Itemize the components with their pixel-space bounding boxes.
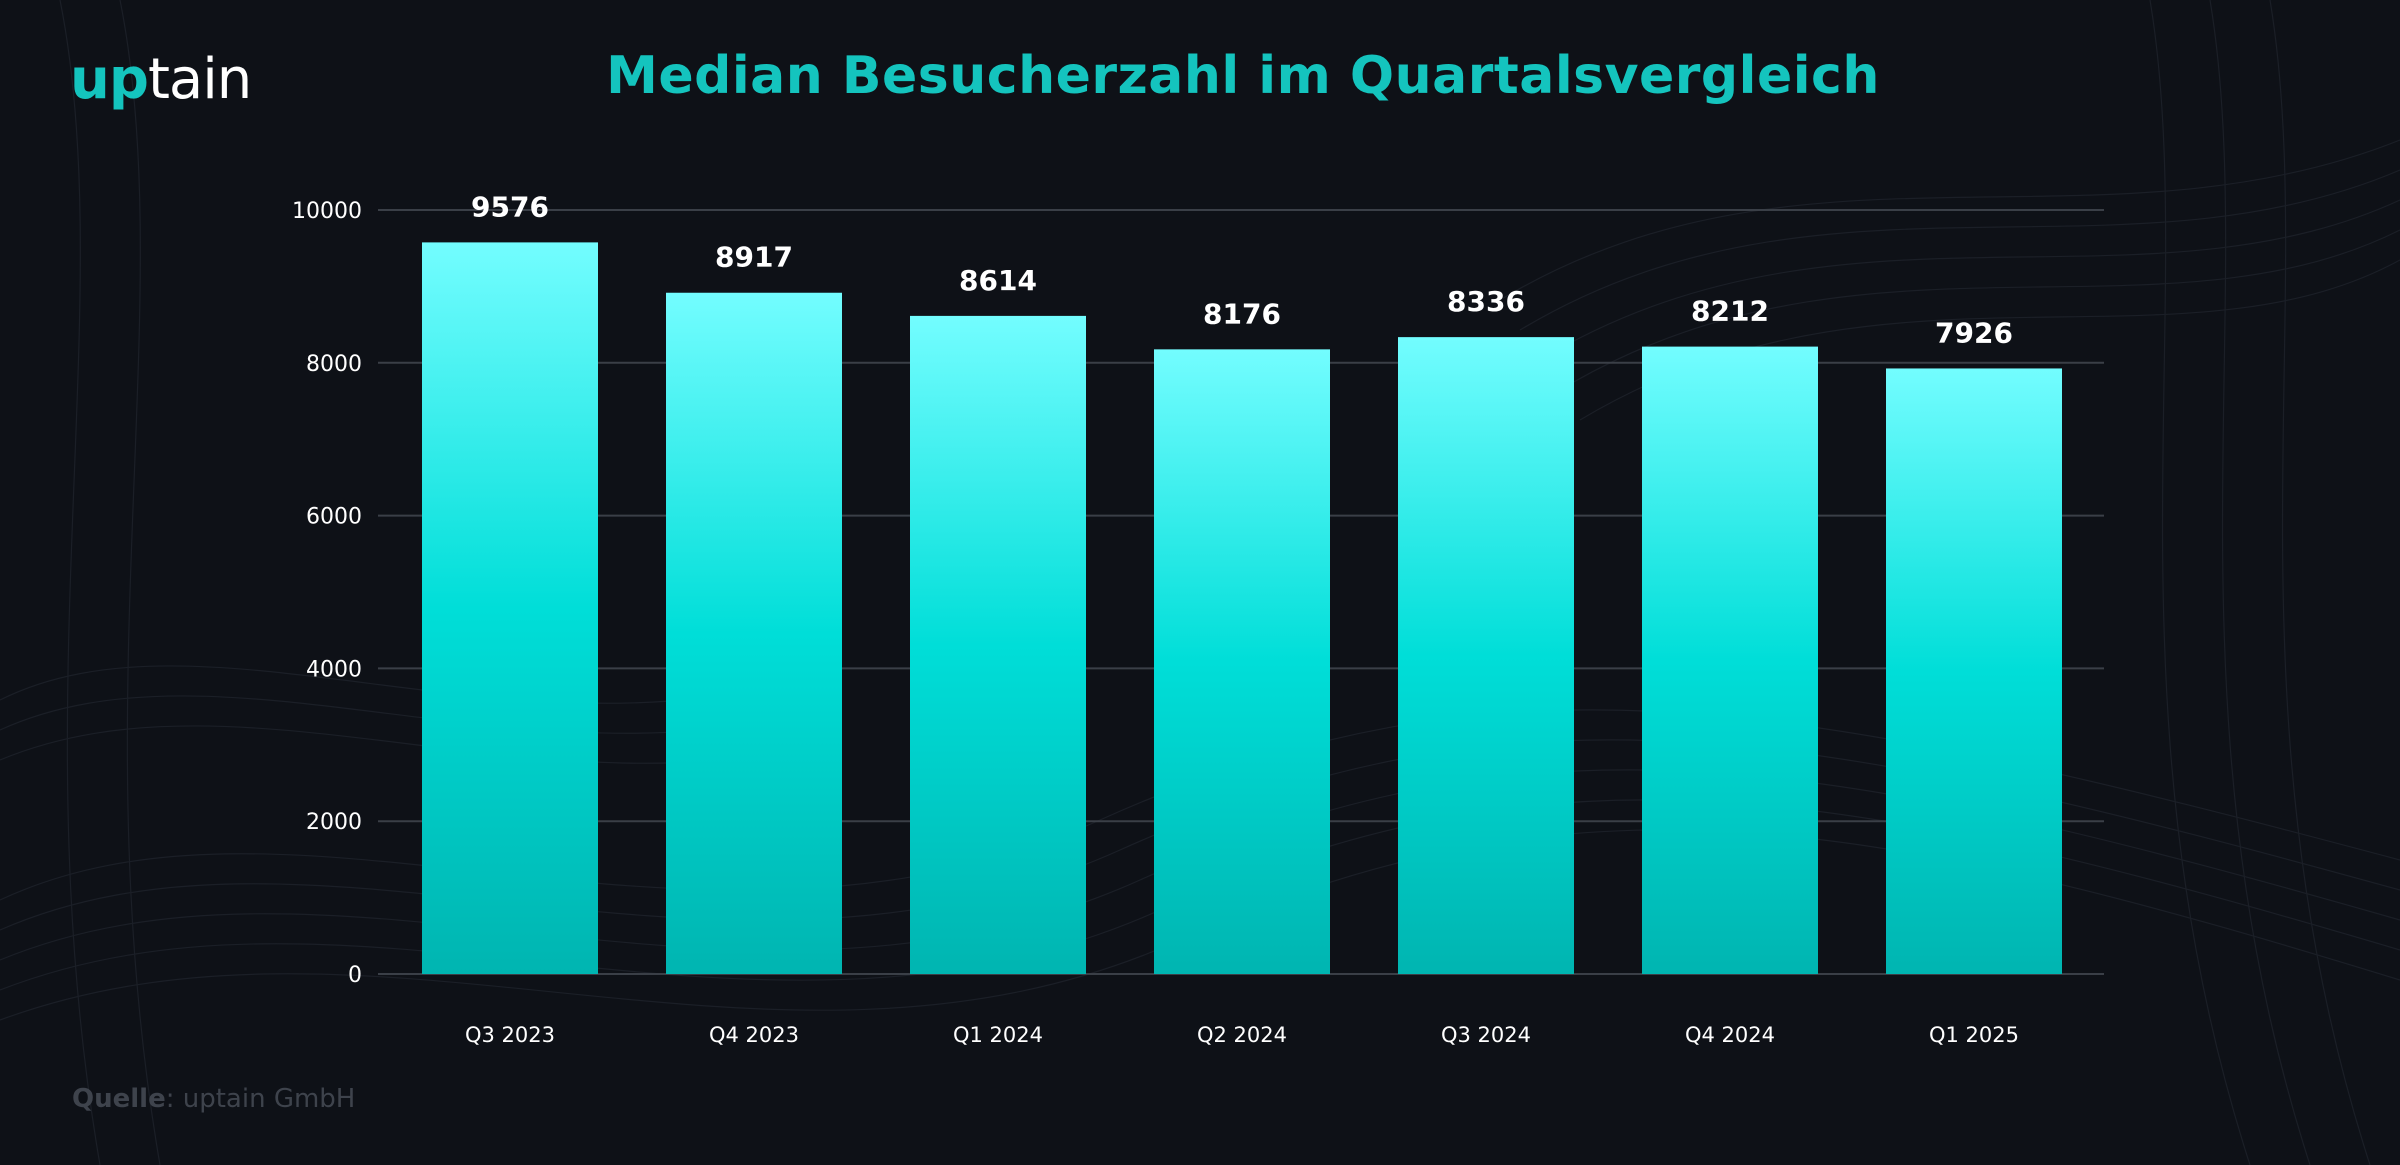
y-tick-label: 6000 <box>306 505 362 530</box>
bar <box>1398 337 1574 974</box>
source-value: : uptain GmbH <box>165 1084 356 1114</box>
bar <box>910 315 1086 975</box>
bar-value-label: 7926 <box>1935 316 2013 349</box>
y-tick-label: 4000 <box>306 657 362 682</box>
x-tick-label: Q4 2023 <box>709 1023 799 1047</box>
chart-title: Median Besucherzahl im Quartalsvergleich <box>606 46 1880 106</box>
uptain-logo: uptain <box>70 52 252 108</box>
x-tick-label: Q4 2024 <box>1685 1023 1775 1047</box>
x-tick-label: Q1 2025 <box>1929 1023 2019 1047</box>
x-tick-label: Q3 2024 <box>1441 1023 1531 1047</box>
data-labels: 9576 8917 8614 8176 8336 8212 7926 <box>471 190 2013 349</box>
bar-value-label: 8212 <box>1691 295 1769 328</box>
bar-value-label: 8336 <box>1447 285 1525 318</box>
logo-accent: up <box>70 47 149 112</box>
y-tick-label: 10000 <box>292 199 362 224</box>
source-label: Quelle <box>72 1084 166 1114</box>
x-axis-ticks: Q3 2023 Q4 2023 Q1 2024 Q2 2024 Q3 2024 Q4 20… <box>465 1023 2019 1047</box>
source-note: Quelle: uptain GmbH <box>72 1084 355 1114</box>
x-tick-label: Q2 2024 <box>1197 1023 1287 1047</box>
x-tick-label: Q1 2024 <box>953 1023 1043 1047</box>
bar <box>422 242 598 974</box>
bar-value-label: 9576 <box>471 190 549 223</box>
bar <box>1154 349 1330 974</box>
logo-rest: tain <box>147 47 252 112</box>
y-tick-label: 0 <box>348 963 362 988</box>
y-axis-ticks: 0 2000 4000 6000 8000 10000 <box>292 199 362 988</box>
bars <box>422 242 2062 975</box>
y-tick-label: 8000 <box>306 352 362 377</box>
bar-value-label: 8176 <box>1203 297 1281 330</box>
y-tick-label: 2000 <box>306 810 362 835</box>
bar-value-label: 8614 <box>959 264 1037 297</box>
bar <box>1886 368 2062 974</box>
bar-value-label: 8917 <box>715 241 793 274</box>
x-tick-label: Q3 2023 <box>465 1023 555 1047</box>
bar <box>1642 346 1818 974</box>
bar <box>666 292 842 974</box>
